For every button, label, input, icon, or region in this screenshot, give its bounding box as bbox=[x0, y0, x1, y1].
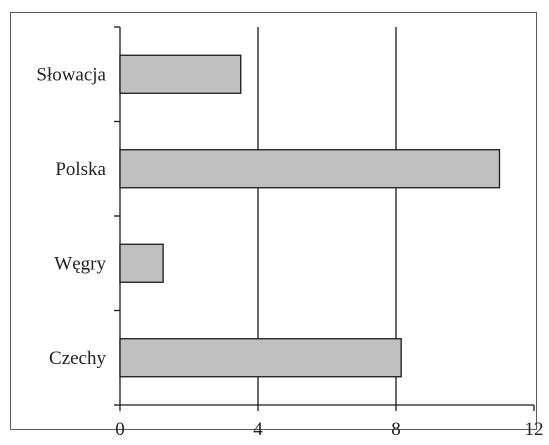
x-tick-label-3: 12 bbox=[525, 419, 544, 440]
bar-2 bbox=[119, 243, 164, 283]
category-label-1: Polska bbox=[55, 159, 106, 180]
category-label-0: Słowacja bbox=[36, 64, 106, 85]
x-tick-label-0: 0 bbox=[115, 419, 125, 440]
bar-0 bbox=[119, 54, 242, 94]
category-label-3: Czechy bbox=[49, 348, 106, 369]
x-tick-label-1: 4 bbox=[253, 419, 263, 440]
bar-3 bbox=[119, 338, 402, 378]
category-label-2: Węgry bbox=[54, 253, 106, 274]
x-tick-label-2: 8 bbox=[391, 419, 401, 440]
bar-1 bbox=[119, 149, 501, 189]
